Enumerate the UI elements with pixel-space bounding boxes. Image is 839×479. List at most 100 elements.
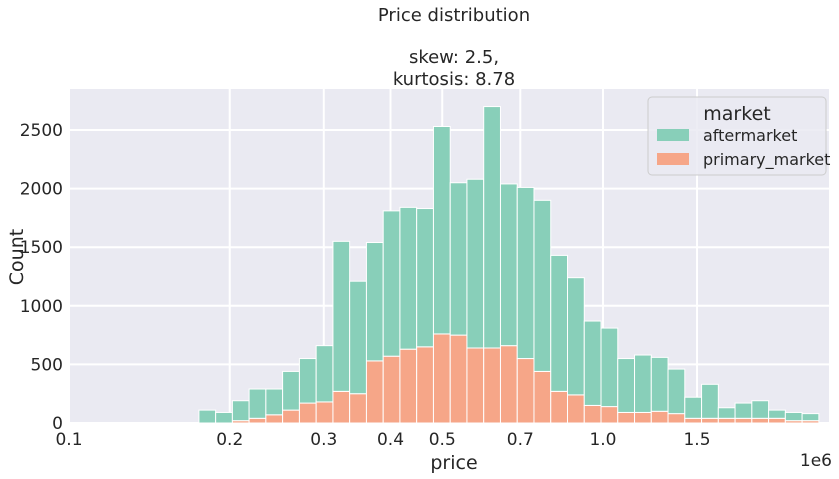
bar-primary-market (667, 413, 686, 424)
bar-aftermarket (466, 178, 485, 349)
bar-aftermarket (533, 199, 552, 372)
bar-aftermarket (215, 411, 233, 424)
bar-aftermarket (248, 388, 267, 419)
legend-swatch-aftermarket (657, 129, 689, 141)
x-tick-label: 1.5 (683, 430, 710, 450)
bar-aftermarket (298, 358, 317, 404)
bar-primary-market (282, 409, 300, 424)
bar-primary-market (533, 370, 552, 424)
histogram-bars (198, 106, 820, 424)
y-tick-labels: 0 500 1000 1500 2000 2500 (20, 121, 63, 434)
legend-label-primary-market: primary_market (703, 150, 830, 170)
bar-primary-market (617, 411, 636, 424)
bar-aftermarket (667, 368, 686, 415)
bar-aftermarket (483, 106, 501, 349)
bar-aftermarket (399, 206, 418, 350)
x-axis-offset-label: 1e6 (800, 451, 832, 471)
legend: market aftermarket primary_market (647, 96, 830, 176)
bar-primary-market (600, 406, 619, 424)
bar-primary-market (583, 404, 602, 424)
bar-primary-market (382, 355, 401, 424)
bar-primary-market (550, 390, 569, 424)
bar-primary-market (248, 417, 267, 424)
x-tick-label: 0.2 (216, 430, 243, 450)
bar-aftermarket (516, 186, 535, 360)
bar-primary-market (751, 417, 770, 424)
bar-primary-market (516, 358, 535, 424)
bar-aftermarket (315, 345, 334, 403)
bar-primary-market (634, 411, 652, 424)
bar-aftermarket (801, 413, 820, 422)
bar-primary-market (449, 334, 468, 424)
bar-aftermarket (231, 400, 250, 422)
bar-primary-market (684, 417, 703, 424)
bar-aftermarket (349, 280, 367, 395)
bar-primary-market (734, 417, 753, 424)
x-tick-label: 0.4 (377, 430, 404, 450)
chart-title: Price distribution (378, 5, 530, 26)
bar-aftermarket (717, 407, 736, 419)
bar-primary-market (365, 360, 384, 424)
bar-aftermarket (583, 320, 602, 406)
bar-aftermarket (365, 242, 384, 362)
bar-primary-market (567, 394, 585, 424)
bar-primary-market (499, 345, 518, 424)
bar-aftermarket (701, 383, 719, 419)
bar-aftermarket (734, 402, 753, 419)
bar-aftermarket (282, 370, 300, 411)
chart-subtitle-line-1: skew: 2.5, (409, 47, 499, 68)
y-tick-label: 1500 (20, 238, 63, 258)
y-tick-label: 1000 (20, 297, 63, 317)
x-tick-label: 0.1 (55, 430, 82, 450)
bar-aftermarket (567, 277, 585, 396)
legend-title: market (703, 103, 770, 125)
y-axis-label: Count (6, 229, 28, 285)
x-tick-label: 0.5 (429, 430, 456, 450)
bar-primary-market (650, 410, 669, 424)
bar-aftermarket (416, 208, 434, 348)
bar-aftermarket (751, 400, 770, 419)
bar-primary-market (432, 333, 451, 424)
bar-primary-market (717, 417, 736, 424)
bar-primary-market (416, 346, 434, 424)
bar-aftermarket (550, 254, 569, 392)
x-tick-label: 1.0 (589, 430, 616, 450)
bar-aftermarket (768, 409, 786, 419)
x-tick-label: 0.7 (507, 430, 534, 450)
bar-aftermarket (634, 354, 652, 413)
bar-aftermarket (332, 240, 351, 392)
bar-primary-market (701, 417, 719, 424)
x-axis-label: price (430, 452, 477, 474)
bar-primary-market (768, 417, 786, 424)
x-tick-labels: 0.1 0.2 0.3 0.4 0.5 0.7 1.0 1.5 (55, 430, 710, 450)
y-tick-label: 500 (31, 355, 63, 375)
x-tick-label: 0.3 (310, 430, 337, 450)
bar-aftermarket (382, 210, 401, 357)
bar-aftermarket (784, 411, 803, 422)
y-tick-label: 0 (52, 414, 63, 434)
chart-subtitle-line-2: kurtosis: 8.78 (393, 69, 515, 90)
bar-aftermarket (617, 358, 636, 413)
bar-primary-market (483, 347, 501, 424)
y-tick-label: 2000 (20, 180, 63, 200)
bar-primary-market (332, 390, 351, 424)
legend-label-aftermarket: aftermarket (703, 126, 797, 145)
bar-aftermarket (499, 183, 518, 347)
legend-frame (647, 96, 827, 176)
bar-aftermarket (432, 126, 451, 335)
bar-aftermarket (198, 409, 217, 424)
bar-aftermarket (449, 182, 468, 336)
bar-primary-market (315, 401, 334, 424)
bar-primary-market (466, 347, 485, 424)
legend-swatch-primary-market (657, 153, 689, 165)
bar-aftermarket (265, 388, 284, 416)
y-tick-label: 2500 (20, 121, 63, 141)
bar-primary-market (265, 414, 284, 424)
bar-aftermarket (600, 327, 619, 408)
bar-aftermarket (650, 356, 669, 412)
bar-primary-market (298, 402, 317, 424)
bar-aftermarket (684, 396, 703, 419)
bar-primary-market (399, 348, 418, 424)
bar-primary-market (349, 393, 367, 424)
